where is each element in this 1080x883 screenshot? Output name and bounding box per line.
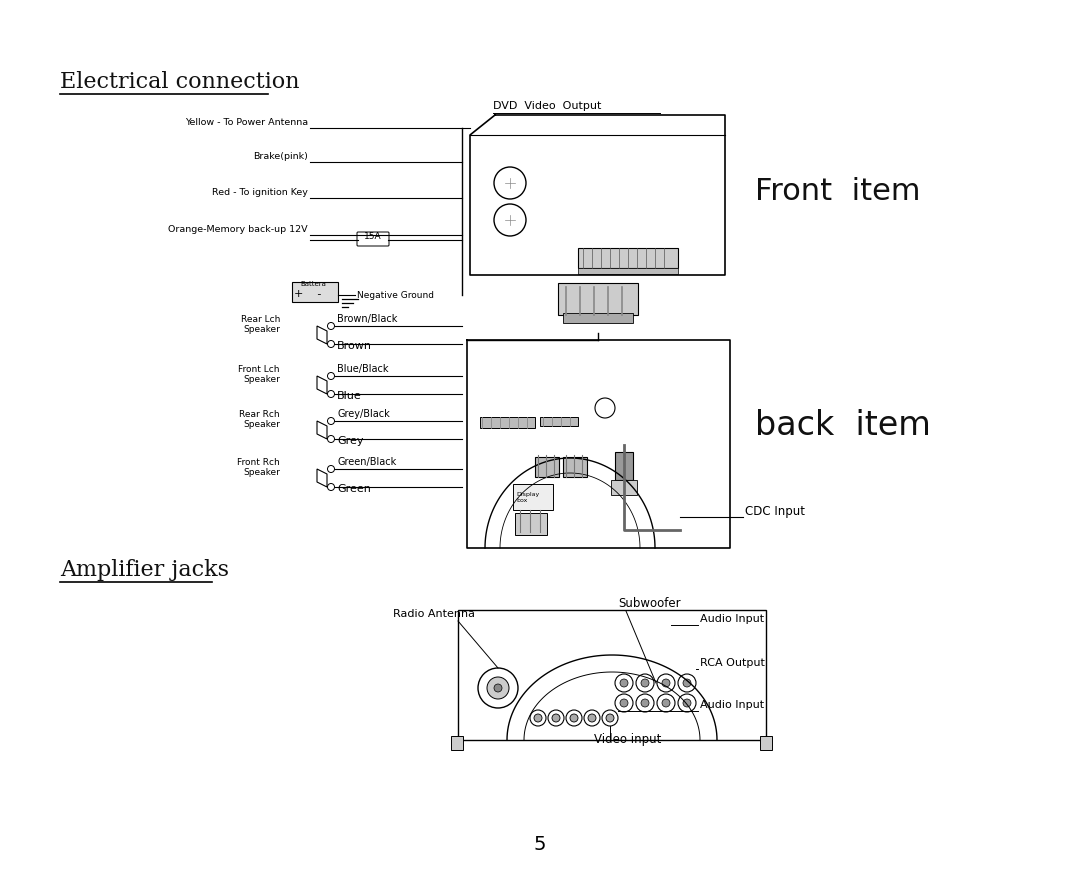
Text: Rear Lch
Speaker: Rear Lch Speaker	[241, 314, 280, 334]
Circle shape	[552, 714, 561, 722]
Text: Blue: Blue	[337, 391, 362, 401]
FancyBboxPatch shape	[451, 736, 463, 750]
Circle shape	[662, 679, 670, 687]
Text: Green/Black: Green/Black	[337, 457, 396, 467]
FancyBboxPatch shape	[563, 457, 588, 477]
Text: Grey: Grey	[337, 436, 364, 446]
Text: Electrical connection: Electrical connection	[60, 71, 299, 93]
FancyBboxPatch shape	[578, 248, 678, 268]
Text: Front  item: Front item	[755, 177, 920, 206]
Text: Negative Ground: Negative Ground	[357, 291, 434, 300]
FancyBboxPatch shape	[480, 417, 535, 428]
FancyBboxPatch shape	[357, 232, 389, 246]
Text: Brown: Brown	[337, 341, 372, 351]
Text: Amplifier jacks: Amplifier jacks	[60, 559, 229, 581]
FancyBboxPatch shape	[563, 313, 633, 323]
Text: Rear Rch
Speaker: Rear Rch Speaker	[240, 410, 280, 429]
Circle shape	[588, 714, 596, 722]
Circle shape	[642, 699, 649, 707]
Text: Battera: Battera	[300, 281, 326, 287]
Text: Front Lch
Speaker: Front Lch Speaker	[239, 365, 280, 384]
FancyBboxPatch shape	[611, 480, 637, 495]
Text: Audio Input: Audio Input	[700, 700, 765, 710]
Circle shape	[534, 714, 542, 722]
Text: Red - To ignition Key: Red - To ignition Key	[212, 188, 308, 197]
Text: Video input: Video input	[594, 733, 661, 746]
Text: Blue/Black: Blue/Black	[337, 364, 389, 374]
FancyBboxPatch shape	[540, 417, 578, 426]
Text: 5: 5	[534, 835, 546, 854]
Text: back  item: back item	[755, 409, 931, 442]
FancyBboxPatch shape	[292, 282, 338, 302]
FancyBboxPatch shape	[515, 513, 546, 535]
FancyBboxPatch shape	[558, 283, 638, 315]
Text: Brake(pink): Brake(pink)	[253, 152, 308, 161]
Text: Brown/Black: Brown/Black	[337, 314, 397, 324]
FancyBboxPatch shape	[578, 268, 678, 274]
Text: Radio Antenna: Radio Antenna	[393, 609, 475, 619]
Text: Front Rch
Speaker: Front Rch Speaker	[238, 457, 280, 477]
Circle shape	[683, 679, 691, 687]
FancyBboxPatch shape	[760, 736, 772, 750]
Circle shape	[570, 714, 578, 722]
Circle shape	[642, 679, 649, 687]
Text: 15A: 15A	[364, 232, 382, 241]
Circle shape	[683, 699, 691, 707]
Circle shape	[487, 677, 509, 699]
Circle shape	[620, 679, 627, 687]
FancyBboxPatch shape	[513, 484, 553, 510]
FancyBboxPatch shape	[615, 452, 633, 480]
Text: Audio Input: Audio Input	[700, 614, 765, 624]
Circle shape	[620, 699, 627, 707]
Text: Grey/Black: Grey/Black	[337, 409, 390, 419]
Text: Subwoofer: Subwoofer	[618, 597, 680, 610]
Text: +    -: + -	[294, 289, 322, 299]
Circle shape	[494, 684, 502, 692]
Circle shape	[606, 714, 615, 722]
Text: Green: Green	[337, 484, 370, 494]
Text: CDC Input: CDC Input	[745, 505, 805, 518]
FancyBboxPatch shape	[458, 610, 766, 740]
Text: RCA Output: RCA Output	[700, 658, 765, 668]
FancyBboxPatch shape	[535, 457, 559, 477]
Text: Orange-Memory back-up 12V: Orange-Memory back-up 12V	[168, 225, 308, 234]
Circle shape	[662, 699, 670, 707]
Text: Yellow - To Power Antenna: Yellow - To Power Antenna	[185, 118, 308, 127]
Text: Display
box: Display box	[516, 492, 539, 502]
Text: DVD  Video  Output: DVD Video Output	[492, 101, 602, 111]
